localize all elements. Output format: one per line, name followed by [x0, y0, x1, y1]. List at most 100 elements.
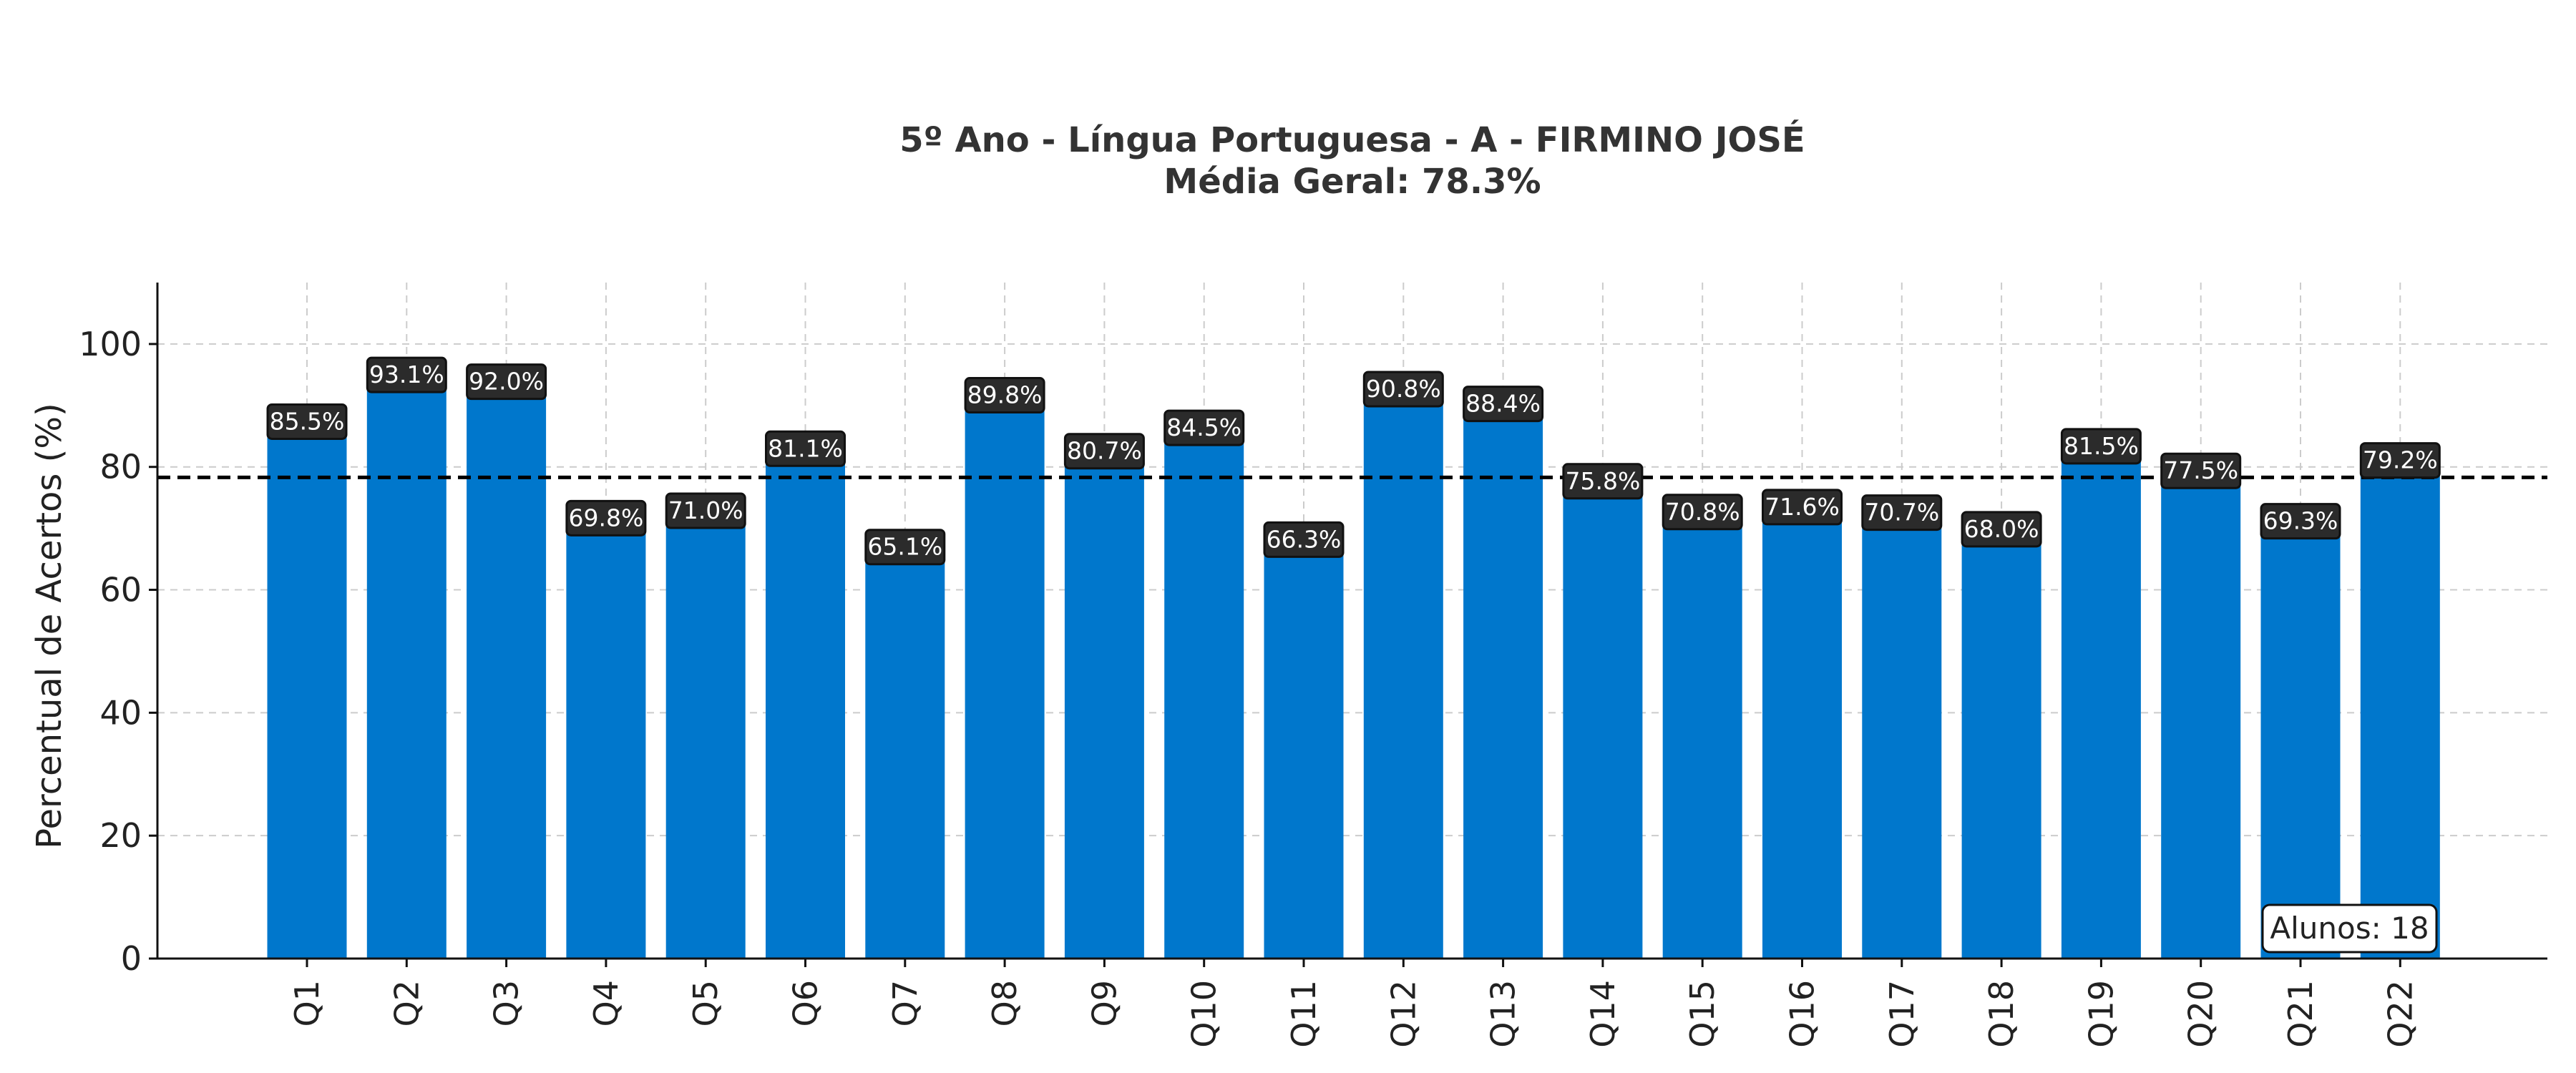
x-tick-label-q1: Q1 — [288, 980, 326, 1027]
bar-q13 — [1463, 415, 1543, 959]
bar-q19 — [2061, 457, 2141, 959]
y-tick-label-20: 20 — [99, 816, 142, 855]
data-label-q4: 69.8% — [568, 504, 643, 531]
x-tick-label-q11: Q11 — [1284, 980, 1323, 1048]
bars-layer — [267, 386, 2440, 959]
data-label-box-q17 — [1861, 494, 1943, 531]
bar-q8 — [965, 406, 1045, 959]
y-tick-label-60: 60 — [99, 571, 142, 609]
y-tick-label-100: 100 — [79, 325, 142, 363]
data-label-box-q2 — [366, 356, 447, 393]
data-label-q7: 65.1% — [867, 533, 942, 561]
labels-layer: 85.5% 93.1% 92.0% 69.8% 71.0% 81.1% 65.1% 89.8%… — [266, 356, 2441, 566]
bar-q1 — [267, 433, 347, 959]
data-label-q22: 79.2% — [2363, 446, 2438, 474]
x-tick-label-q19: Q19 — [2082, 980, 2120, 1048]
bar-q6 — [766, 460, 845, 959]
bar-q3 — [467, 393, 547, 959]
y-tick-label-80: 80 — [99, 448, 142, 486]
data-label-box-q20 — [2160, 452, 2242, 489]
bar-q11 — [1264, 551, 1344, 959]
bar-q14 — [1563, 492, 1643, 959]
bar-q2 — [366, 386, 447, 959]
data-label-q16: 71.6% — [1765, 493, 1840, 521]
data-label-q1: 85.5% — [270, 407, 345, 435]
x-tick-label-q17: Q17 — [1883, 980, 1921, 1048]
data-label-box-q12 — [1362, 371, 1444, 408]
x-tick-label-q12: Q12 — [1384, 980, 1423, 1048]
bar-q9 — [1064, 462, 1144, 959]
data-label-box-q7 — [864, 529, 946, 566]
bar-q18 — [1961, 540, 2041, 959]
data-label-box-q8 — [964, 377, 1045, 414]
data-label-box-q22 — [2359, 442, 2441, 479]
data-label-box-q10 — [1163, 409, 1245, 446]
x-tick-label-q2: Q2 — [387, 980, 426, 1027]
data-label-q2: 93.1% — [369, 361, 444, 388]
data-label-box-q3 — [466, 363, 547, 401]
annotation-layer: Alunos: 18 — [2261, 903, 2438, 954]
bar-q5 — [665, 522, 746, 959]
data-label-q13: 88.4% — [1465, 390, 1541, 418]
x-tick-label-q13: Q13 — [1484, 980, 1523, 1048]
data-label-box-q11 — [1263, 521, 1345, 558]
x-tick-label-q4: Q4 — [587, 980, 625, 1027]
x-tick-label-q16: Q16 — [1783, 980, 1822, 1048]
x-tick-label-q14: Q14 — [1584, 980, 1622, 1048]
bar-q17 — [1862, 524, 1942, 959]
data-label-q14: 75.8% — [1565, 467, 1640, 495]
data-label-box-q15 — [1662, 494, 1743, 531]
bar-q4 — [566, 529, 646, 959]
data-label-box-q4 — [565, 499, 647, 536]
data-label-box-q5 — [665, 492, 746, 529]
bar-q15 — [1662, 523, 1742, 959]
data-label-q10: 84.5% — [1166, 413, 1241, 441]
bar-q20 — [2161, 482, 2241, 959]
bar-q21 — [2260, 532, 2341, 959]
x-tick-label-q18: Q18 — [1982, 980, 2021, 1048]
x-tick-label-q6: Q6 — [786, 980, 825, 1027]
data-label-box-q1 — [266, 403, 348, 440]
data-label-q19: 81.5% — [2064, 432, 2139, 460]
bar-q10 — [1164, 439, 1244, 959]
data-label-box-q14 — [1562, 463, 1644, 500]
x-tick-label-q10: Q10 — [1185, 980, 1224, 1048]
data-label-box-q19 — [2060, 428, 2142, 465]
data-label-q5: 71.0% — [668, 496, 743, 524]
data-label-q12: 90.8% — [1366, 375, 1441, 403]
x-tick-label-q7: Q7 — [886, 980, 924, 1027]
data-label-q11: 66.3% — [1267, 525, 1342, 553]
data-label-q18: 68.0% — [1964, 515, 2039, 543]
data-label-q8: 89.8% — [967, 381, 1043, 409]
data-label-box-q18 — [1961, 511, 2042, 548]
x-tick-label-q20: Q20 — [2182, 980, 2220, 1048]
data-label-q3: 92.0% — [469, 368, 544, 396]
x-tick-label-q5: Q5 — [686, 980, 725, 1027]
x-tick-label-q15: Q15 — [1683, 980, 1722, 1048]
data-label-q17: 70.7% — [1864, 499, 1939, 526]
y-tick-label-0: 0 — [121, 939, 142, 978]
data-label-q6: 81.1% — [768, 434, 843, 462]
data-label-q15: 70.8% — [1665, 498, 1740, 526]
data-label-box-q16 — [1762, 489, 1843, 526]
bar-q7 — [865, 558, 945, 959]
data-label-q9: 80.7% — [1067, 437, 1142, 465]
data-label-box-q13 — [1463, 386, 1544, 423]
y-tick-label-40: 40 — [99, 693, 142, 732]
chart-subtitle: Média Geral: 78.3% — [1163, 162, 1541, 202]
bar-q12 — [1363, 400, 1443, 959]
axis-layer: 0 20 40 60 80 100 Q1 Q2 Q3 Q4 Q5 Q6 Q7 Q8 Q9 Q10 Q11 Q12 Q… — [79, 283, 2547, 1048]
x-tick-label-q21: Q21 — [2281, 980, 2320, 1048]
x-tick-label-q3: Q3 — [487, 980, 526, 1027]
data-label-box-q6 — [765, 430, 846, 467]
data-label-q21: 69.3% — [2263, 507, 2338, 535]
data-label-box-q9 — [1063, 433, 1145, 470]
x-tick-label-q8: Q8 — [985, 980, 1024, 1027]
bar-q16 — [1762, 518, 1842, 959]
bar-q22 — [2360, 471, 2440, 959]
data-label-box-q21 — [2260, 503, 2341, 540]
data-label-q20: 77.5% — [2163, 456, 2238, 484]
students-count-box — [2261, 903, 2438, 954]
